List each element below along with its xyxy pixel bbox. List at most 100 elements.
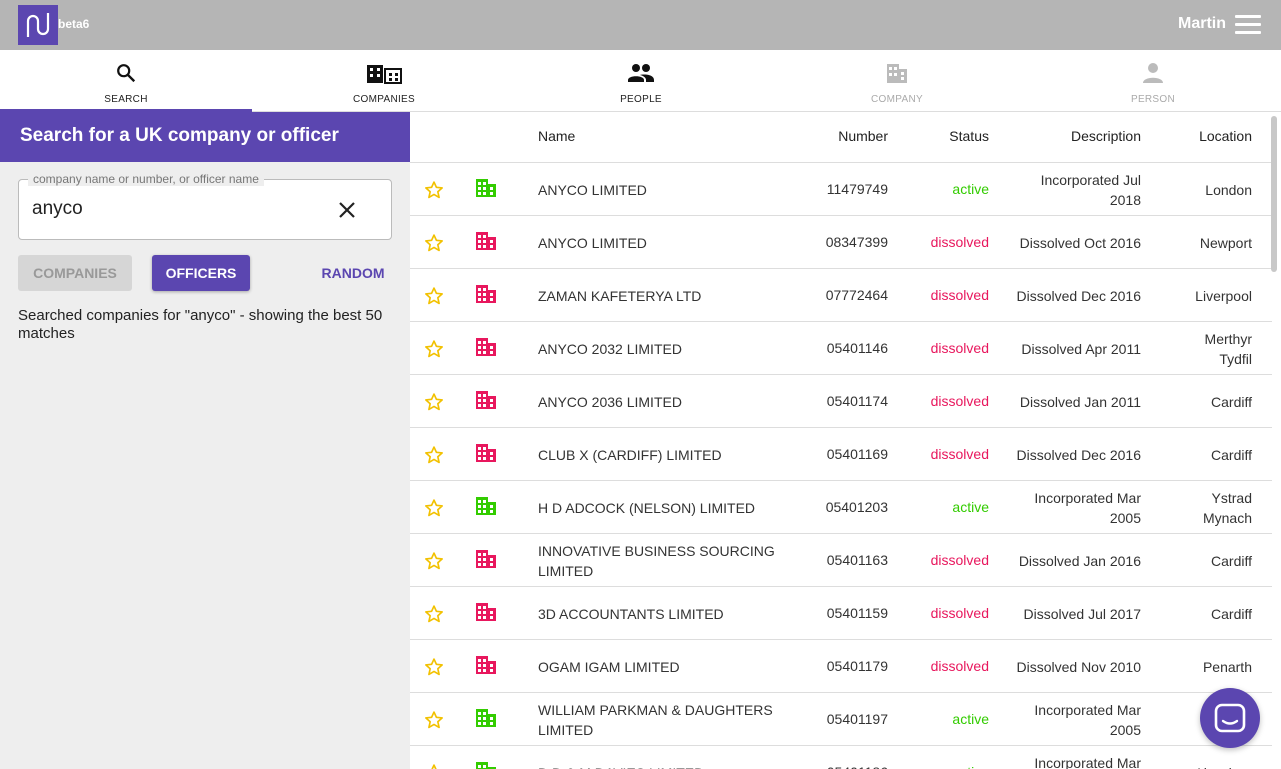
chat-icon — [1214, 703, 1246, 733]
table-row[interactable]: CLUB X (CARDIFF) LIMITED 05401169 dissolve… — [410, 428, 1272, 481]
favorite-star-icon[interactable] — [424, 339, 444, 359]
company-name[interactable]: OGAM IGAM LIMITED — [538, 658, 680, 675]
company-status: dissolved — [930, 234, 989, 250]
company-description: Incorporated Mar 2005 — [1034, 489, 1141, 526]
company-name[interactable]: ANYCO 2032 LIMITED — [538, 340, 682, 357]
table-row[interactable]: ANYCO 2036 LIMITED 05401174 dissolved Disso… — [410, 375, 1272, 428]
column-header-name[interactable]: Name — [538, 128, 576, 144]
scrollbar[interactable] — [1271, 116, 1277, 272]
company-status: dissolved — [930, 287, 989, 303]
random-button[interactable]: RANDOM — [321, 265, 385, 281]
company-location: Penarth — [1202, 658, 1252, 675]
column-header-number[interactable]: Number — [838, 128, 888, 144]
company-description: Dissolved Dec 2016 — [1016, 287, 1141, 304]
company-status: dissolved — [930, 446, 989, 462]
company-status-icon — [476, 709, 496, 727]
company-number: 05401169 — [826, 446, 888, 462]
table-row[interactable]: ANYCO 2032 LIMITED 05401146 dissolved Disso… — [410, 322, 1272, 375]
table-row[interactable]: WILLIAM PARKMAN & DAUGHTERS LIMITED 05401… — [410, 693, 1272, 746]
company-number: 05401197 — [826, 711, 888, 727]
table-row[interactable]: ANYCO LIMITED 08347399 dissolved Dissolved … — [410, 216, 1272, 269]
favorite-star-icon[interactable] — [424, 286, 444, 306]
user-name[interactable]: Martin — [1178, 15, 1226, 32]
company-description: Dissolved Jan 2016 — [1018, 552, 1141, 569]
favorite-star-icon[interactable] — [424, 551, 444, 571]
favorite-star-icon[interactable] — [424, 392, 444, 412]
favorite-star-icon[interactable] — [424, 710, 444, 730]
column-header-location[interactable]: Location — [1199, 128, 1252, 144]
company-status-icon — [476, 391, 496, 409]
favorite-star-icon[interactable] — [424, 657, 444, 677]
company-name[interactable]: ANYCO LIMITED — [538, 234, 647, 251]
company-name[interactable]: INNOVATIVE BUSINESS SOURCING LIMITED — [538, 542, 775, 579]
officers-button[interactable]: OFFICERS — [152, 255, 250, 291]
company-number: 07772464 — [825, 287, 888, 303]
table-row[interactable]: INNOVATIVE BUSINESS SOURCING LIMITED 0540… — [410, 534, 1272, 587]
company-description: Incorporated Mar 2005 — [1034, 701, 1141, 738]
company-location: Merthyr Tydfil — [1204, 330, 1252, 367]
company-name[interactable]: ANYCO LIMITED — [538, 181, 647, 198]
company-name[interactable]: WILLIAM PARKMAN & DAUGHTERS LIMITED — [538, 701, 773, 738]
hamburger-menu-icon[interactable] — [1235, 15, 1261, 35]
tab-companies[interactable]: COMPANIES — [258, 50, 510, 111]
company-number: 08347399 — [825, 234, 888, 250]
company-name[interactable]: ZAMAN KAFETERYA LTD — [538, 287, 702, 304]
chat-button[interactable] — [1200, 688, 1260, 748]
company-name[interactable]: ANYCO 2036 LIMITED — [538, 393, 682, 410]
tab-people[interactable]: PEOPLE — [515, 50, 767, 111]
company-name[interactable]: 3D ACCOUNTANTS LIMITED — [538, 605, 724, 622]
company-name[interactable]: D D & M DAVIES LIMITED — [538, 746, 788, 769]
table-row[interactable]: H D ADCOCK (NELSON) LIMITED 05401203 activ… — [410, 481, 1272, 534]
company-status-icon — [476, 550, 496, 568]
company-location: London — [1205, 181, 1252, 198]
column-header-description[interactable]: Description — [1070, 128, 1141, 144]
company-number: 05401186 — [790, 764, 888, 769]
tab-label: PEOPLE — [620, 94, 662, 105]
companies-button[interactable]: COMPANIES — [18, 255, 132, 291]
table-row[interactable]: D D & M DAVIES LIMITED05401186 active Inco… — [410, 746, 1272, 769]
search-field-label: company name or number, or officer name — [28, 172, 264, 186]
company-location: Ystrad Mynach — [1202, 489, 1252, 526]
search-panel: Search for a UK company or officer compa… — [0, 112, 410, 769]
tab-person[interactable]: PERSON — [1027, 50, 1279, 111]
table-row[interactable]: OGAM IGAM LIMITED 05401179 dissolved Dissol… — [410, 640, 1272, 693]
app-logo[interactable] — [18, 5, 58, 45]
favorite-star-icon[interactable] — [424, 180, 444, 200]
favorite-star-icon[interactable] — [424, 763, 444, 769]
tab-label: SEARCH — [104, 94, 148, 105]
company-status: dissolved — [930, 340, 989, 356]
panel-title: Search for a UK company or officer — [0, 112, 410, 162]
favorite-star-icon[interactable] — [424, 445, 444, 465]
logo-icon — [26, 13, 50, 37]
company-status-icon — [476, 762, 496, 769]
clear-icon[interactable] — [337, 200, 357, 220]
company-status-icon — [476, 497, 496, 515]
table-row[interactable]: ANYCO LIMITED 11479749 active Incorporated … — [410, 163, 1272, 216]
company-description: Incorporated Jul 2018 — [1040, 171, 1141, 208]
search-input[interactable] — [32, 198, 322, 220]
table-row[interactable]: ZAMAN KAFETERYA LTD 07772464 dissolved Diss… — [410, 269, 1272, 322]
favorite-star-icon[interactable] — [424, 604, 444, 624]
company-number: 11479749 — [826, 181, 888, 197]
company-number: 05401146 — [826, 340, 888, 356]
tab-label: PERSON — [1130, 94, 1176, 105]
company-status-icon — [476, 232, 496, 250]
search-field[interactable]: company name or number, or officer name — [18, 172, 392, 240]
favorite-star-icon[interactable] — [424, 498, 444, 518]
company-status: active — [952, 711, 989, 727]
company-status-icon — [476, 285, 496, 303]
company-status: active — [900, 764, 989, 769]
company-status-icon — [476, 603, 496, 621]
table-header: Name Number Status Description Location — [410, 112, 1272, 163]
company-name[interactable]: CLUB X (CARDIFF) LIMITED — [538, 446, 722, 463]
company-description: Dissolved Jan 2011 — [1019, 393, 1141, 410]
company-status-icon — [476, 179, 496, 197]
tab-search[interactable]: SEARCH — [0, 50, 252, 112]
company-description: Dissolved Dec 2016 — [1016, 446, 1141, 463]
tab-company[interactable]: COMPANY — [771, 50, 1023, 111]
company-location: Aberdare — [1170, 746, 1252, 769]
column-header-status[interactable]: Status — [949, 128, 989, 144]
favorite-star-icon[interactable] — [424, 233, 444, 253]
table-row[interactable]: 3D ACCOUNTANTS LIMITED 05401159 dissolved D… — [410, 587, 1272, 640]
company-name[interactable]: H D ADCOCK (NELSON) LIMITED — [538, 499, 756, 516]
